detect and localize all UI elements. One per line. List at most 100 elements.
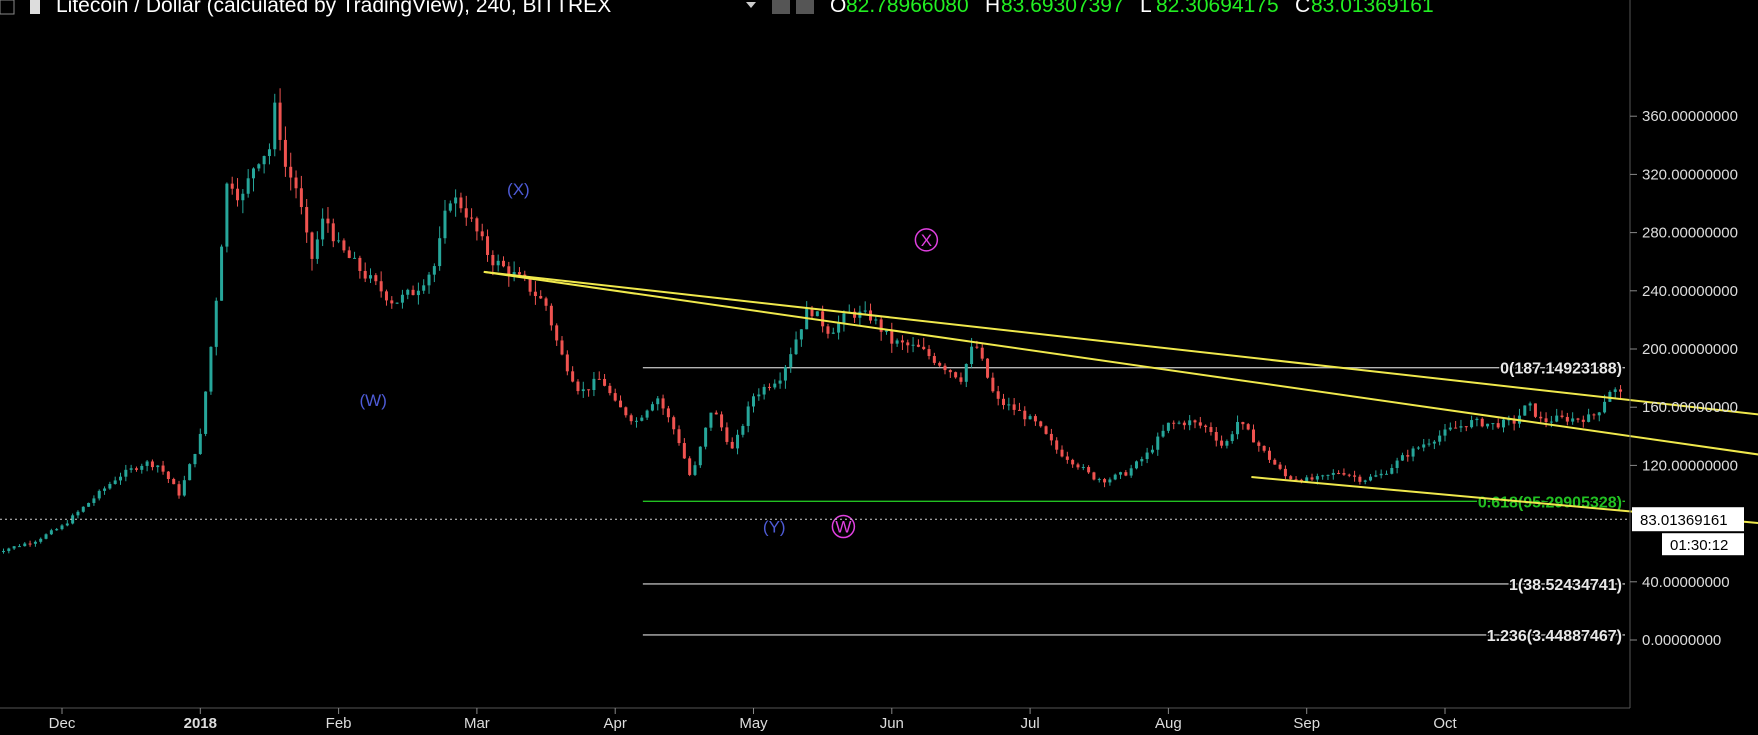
wave-label[interactable]: (W) (359, 391, 386, 410)
candle-body (267, 149, 271, 157)
trendline[interactable] (483, 270, 1758, 530)
candle-body (496, 260, 500, 266)
candle-body (1002, 398, 1006, 406)
time-tick-label: May (739, 715, 768, 732)
candle-body (1273, 459, 1277, 465)
trendline[interactable] (483, 270, 1758, 527)
symbol-title[interactable]: Litecoin / Dollar (calculated by Trading… (56, 0, 611, 17)
ohlc-o-value: 82.78966080 (846, 0, 969, 17)
candle-body (353, 257, 357, 259)
candle-body (1486, 423, 1490, 427)
candle-body (1443, 429, 1447, 436)
candle-body (746, 406, 750, 426)
candle-body (1358, 476, 1362, 482)
candle-body (688, 458, 692, 475)
candle-body (698, 446, 702, 466)
candle-body (1182, 422, 1186, 426)
candle-body (81, 506, 85, 512)
candle-body (1305, 477, 1309, 482)
candle-body (517, 272, 521, 275)
time-axis[interactable]: Dec 2018 Feb Mar Apr May Jun Jul Aug Sep Oct (49, 708, 1458, 732)
candle-body (1470, 420, 1474, 428)
candle-body (1124, 472, 1128, 476)
candle-body (1406, 455, 1410, 457)
candle-body (23, 543, 27, 547)
wave-labels[interactable]: (X)(W)(Y)WXY (359, 180, 1758, 648)
gear-icon[interactable] (796, 0, 814, 14)
candle-body (438, 238, 442, 267)
candle-body (150, 461, 154, 468)
candle-body (730, 441, 734, 449)
candle-body (326, 218, 330, 224)
candle-body (1592, 414, 1596, 416)
candle-body (459, 197, 463, 209)
candle-body (198, 433, 202, 454)
candle-body (555, 325, 559, 341)
candle-body (1198, 422, 1202, 426)
candle-body (1507, 419, 1511, 421)
wave-circle-icon (831, 514, 856, 539)
candle-body (76, 511, 80, 516)
candle-body (1539, 416, 1543, 419)
candle-body (1438, 435, 1442, 442)
candle-body (1028, 416, 1032, 420)
chevron-down-icon[interactable] (746, 2, 756, 8)
candle-body (156, 465, 160, 468)
candle-body (1390, 467, 1394, 474)
candle-body (783, 367, 787, 381)
candle-body (39, 538, 43, 542)
bar-countdown-badge (1662, 533, 1744, 556)
candle-body (310, 232, 314, 259)
candle-body (177, 484, 181, 496)
candle-body (491, 254, 495, 266)
candle-body (1576, 418, 1580, 420)
candle-body (1597, 412, 1601, 416)
candle-body (1012, 404, 1016, 410)
candle-body (1480, 418, 1484, 427)
candle-body (251, 168, 255, 179)
candle-body (752, 396, 755, 407)
candle-body (65, 523, 69, 526)
candle-body (1039, 421, 1043, 427)
candle-body (821, 311, 825, 327)
candle-body (1097, 479, 1101, 481)
candle-body (1544, 418, 1548, 423)
candle-body (1071, 459, 1075, 465)
time-tick-label: Oct (1433, 715, 1457, 732)
wave-label[interactable]: X (921, 231, 932, 250)
collapse-toggle-icon[interactable] (0, 0, 15, 15)
time-tick-label: Dec (49, 715, 76, 732)
ohlc-o-key: O (830, 0, 846, 17)
candle-body (512, 272, 516, 277)
candle-body (464, 208, 468, 218)
candle-body (1267, 450, 1271, 460)
candle-body (895, 340, 899, 344)
wave-label[interactable]: (X) (507, 180, 530, 199)
candle-body (927, 349, 931, 357)
candle-body (565, 354, 569, 372)
candle-body (289, 166, 293, 178)
price-tick-label: 120.00000000 (1642, 457, 1738, 474)
candle-body (608, 385, 612, 394)
candle-body (315, 239, 319, 259)
fibonacci-extension[interactable]: 0(187.14923188)0.618(95.29905328)1(38.52… (642, 359, 1625, 646)
candle-body (938, 362, 942, 366)
last-price-label: 83.01369161 (1640, 512, 1728, 529)
ohlc-c-key: C (1295, 0, 1310, 17)
candle-body (1395, 460, 1399, 468)
trendline[interactable] (1251, 476, 1758, 605)
trendlines[interactable] (483, 270, 1758, 605)
candle-body (890, 330, 894, 344)
candle-body (241, 193, 245, 201)
candle-body (1475, 418, 1479, 421)
wave-label[interactable]: W (835, 518, 851, 537)
wave-label[interactable]: (Y) (763, 518, 786, 537)
fib-level-label: 1.236(3.44887467) (1487, 628, 1622, 645)
candle-body (810, 307, 814, 317)
candle-body (1528, 403, 1532, 406)
settings-icon[interactable] (772, 0, 790, 14)
candle-body (1033, 416, 1037, 422)
price-axis[interactable]: 360.00000000 320.00000000 280.00000000 240.… (1630, 108, 1738, 649)
candle-body (1044, 426, 1048, 434)
